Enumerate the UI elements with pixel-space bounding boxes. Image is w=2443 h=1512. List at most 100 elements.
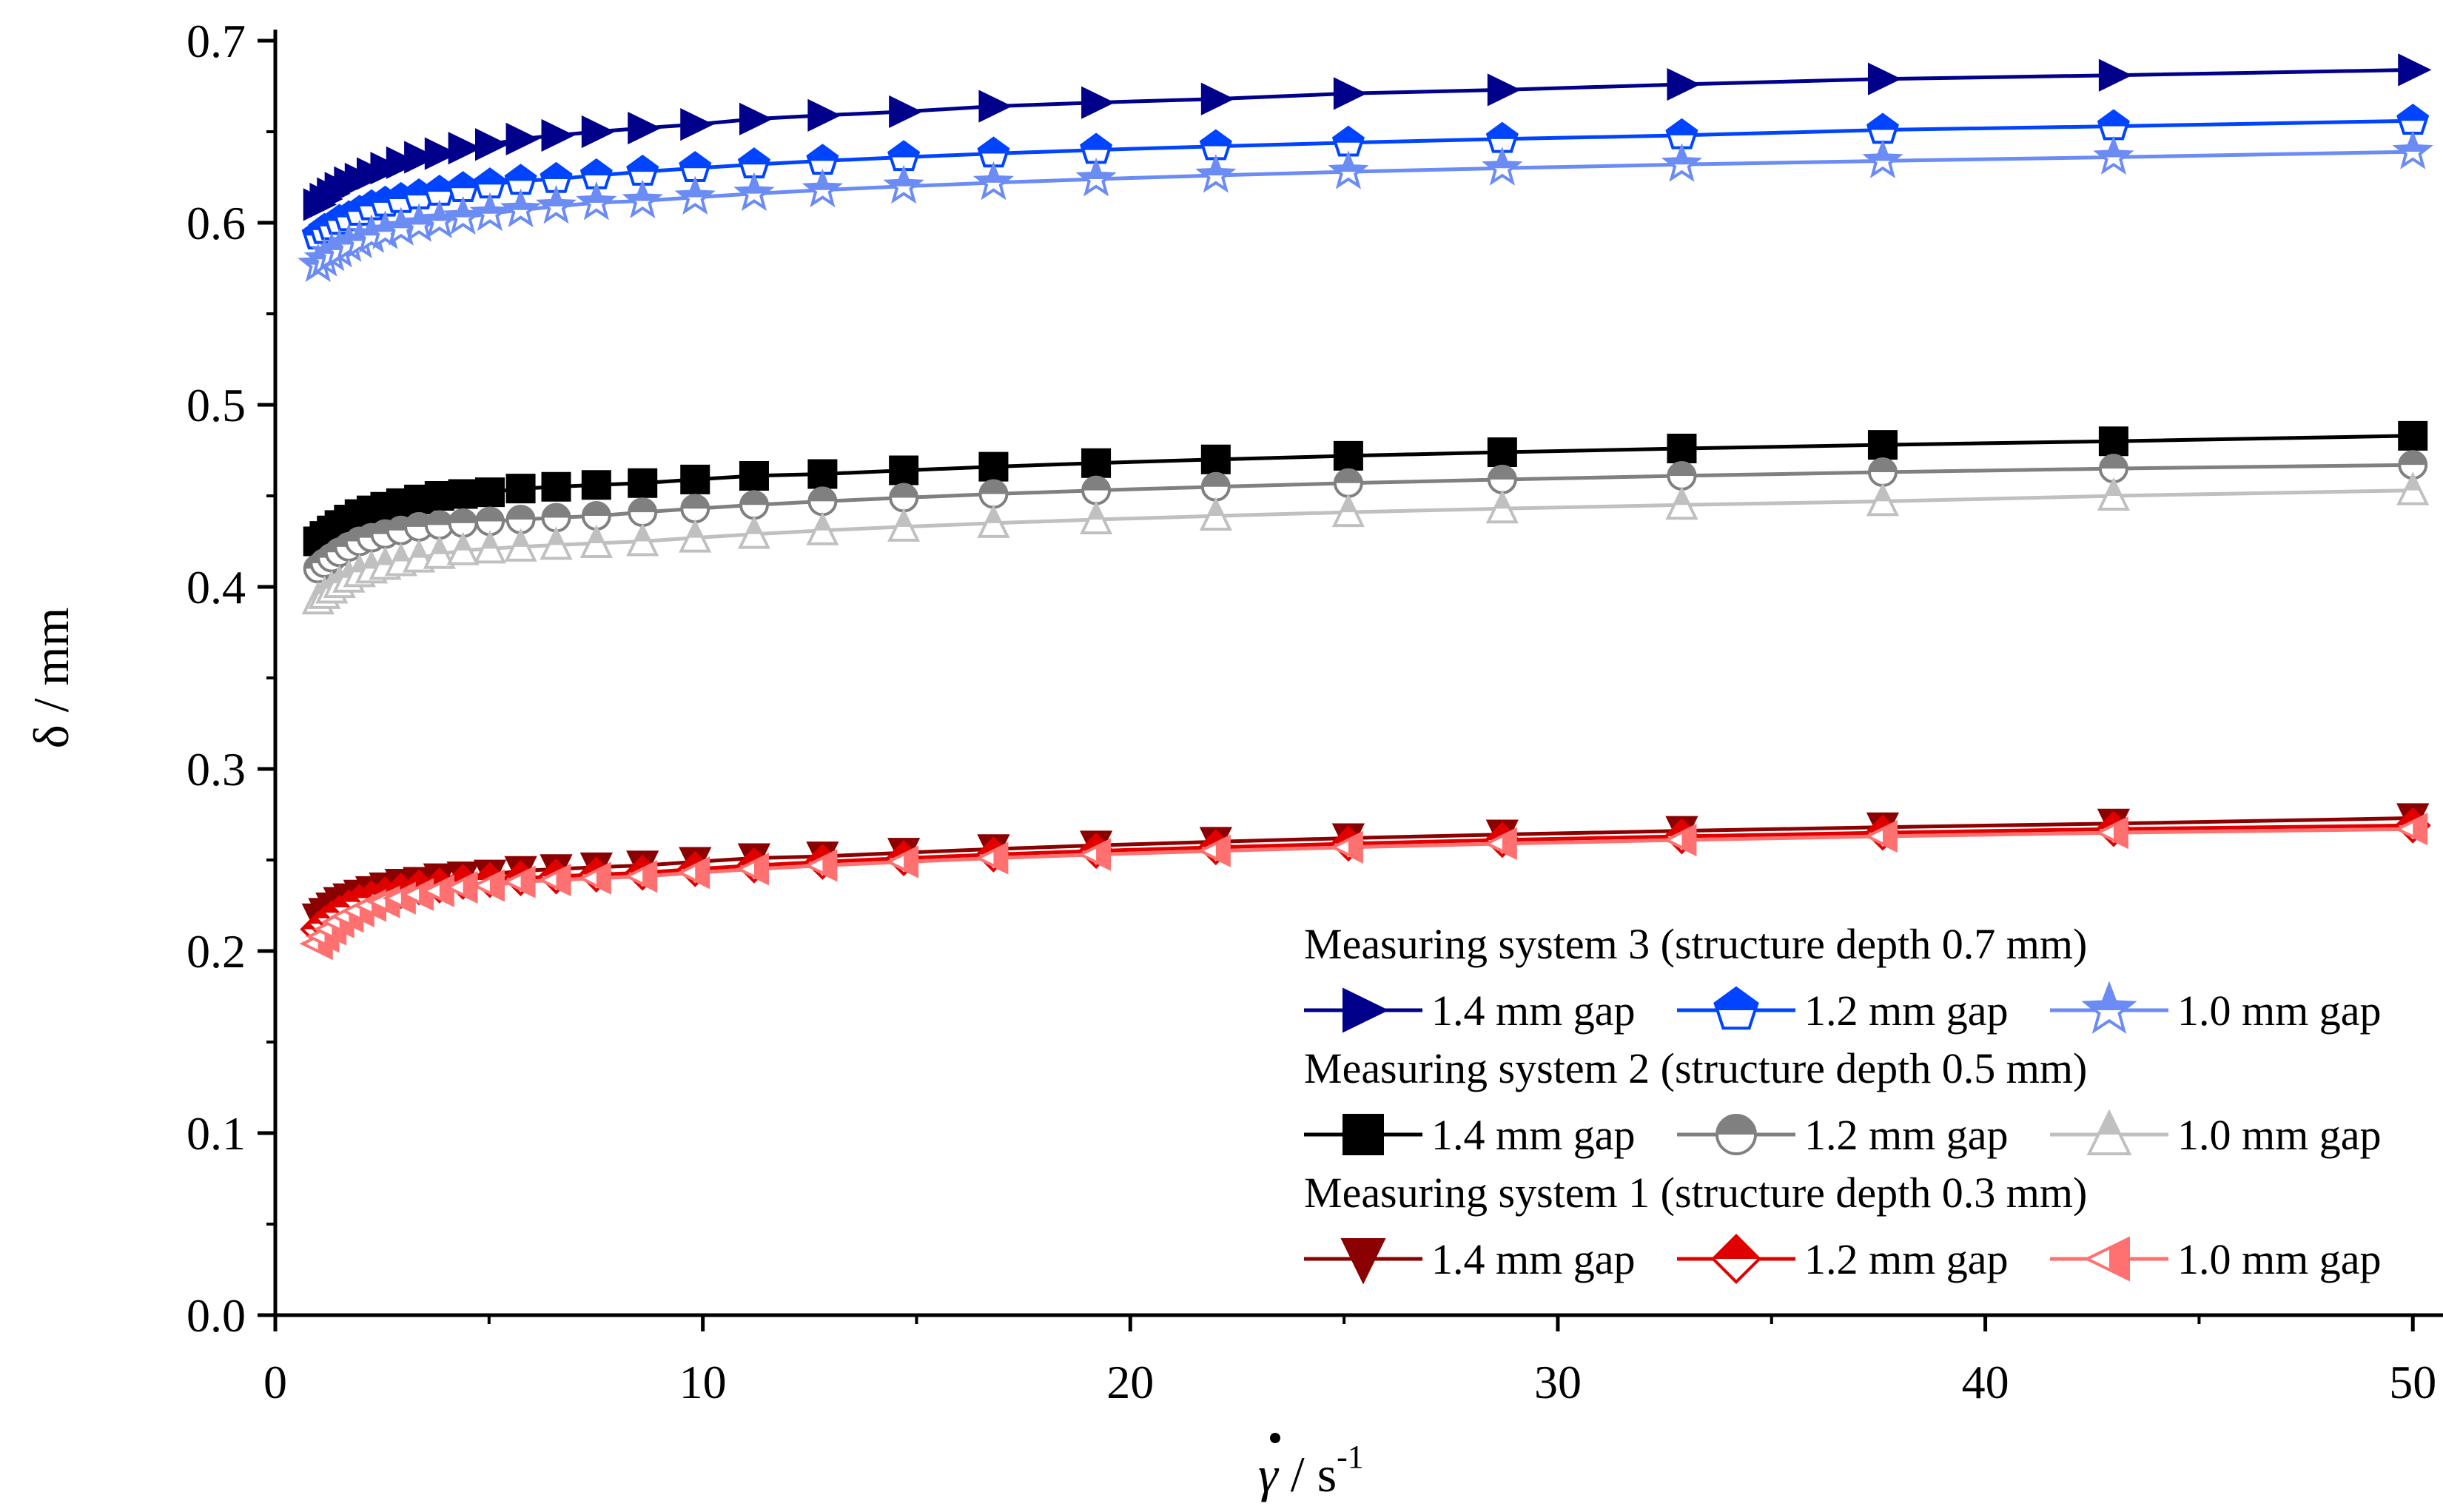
data-point — [2098, 426, 2128, 457]
data-point — [541, 471, 571, 502]
data-point — [679, 519, 712, 553]
data-point-fill — [1202, 473, 1229, 487]
data-point — [423, 535, 456, 569]
y-tick-label: 0.6 — [186, 197, 246, 249]
data-point-fill — [642, 862, 656, 891]
data-point — [1487, 464, 1517, 494]
data-point — [887, 140, 921, 172]
data-point-fill — [980, 480, 1007, 494]
data-point-fill — [1485, 150, 1519, 169]
data-point-shape — [739, 102, 773, 135]
data-point — [1077, 838, 1112, 871]
data-point-fill — [1665, 147, 1698, 165]
data-point — [1331, 493, 1365, 528]
data-point — [386, 146, 420, 179]
data-point — [505, 504, 536, 534]
data-point-fill — [473, 196, 507, 214]
data-point-fill — [1334, 469, 1362, 483]
data-point — [889, 95, 923, 129]
data-point — [2396, 104, 2430, 135]
data-point — [2392, 130, 2433, 169]
data-point — [978, 479, 1009, 509]
data-point-fill — [1866, 143, 1900, 161]
data-point — [1333, 440, 1363, 471]
data-point-fill — [737, 176, 771, 194]
data-point-shape — [1081, 86, 1115, 119]
legend-item: 1.2 mm gap — [1677, 1233, 2008, 1285]
data-point-fill — [695, 859, 709, 887]
data-point — [735, 853, 769, 886]
data-point-fill — [1340, 497, 1356, 513]
data-point-shape — [739, 460, 769, 491]
legend-item: 1.0 mm gap — [2050, 1109, 2381, 1159]
y-tick-label: 0.1 — [186, 1107, 246, 1160]
legend-label: 1.2 mm gap — [1804, 1111, 2008, 1159]
series-layer — [298, 53, 2433, 961]
data-point — [680, 464, 710, 494]
x-axis-label-symbol: γ — [1258, 1446, 1280, 1502]
data-point — [2398, 420, 2428, 451]
data-point — [448, 479, 478, 509]
data-point — [1866, 112, 1899, 144]
legend-swatch-marker — [2086, 1109, 2132, 1155]
data-point-fill — [431, 539, 447, 554]
data-point-fill — [1088, 504, 1104, 520]
data-point — [1200, 471, 1231, 502]
data-point-fill — [507, 505, 534, 520]
data-point-fill — [2398, 105, 2427, 121]
data-point-fill — [1674, 489, 1690, 505]
data-point — [680, 108, 714, 141]
data-point-fill — [2396, 134, 2430, 152]
legend-group-header: Measuring system 2 (structure depth 0.5 … — [1304, 1044, 2087, 1092]
data-point — [448, 132, 482, 165]
data-point-shape — [541, 471, 571, 502]
legend-label: 1.4 mm gap — [1431, 987, 1635, 1035]
legend: Measuring system 3 (structure depth 0.7 … — [1304, 920, 2381, 1285]
data-point-fill — [904, 847, 918, 876]
data-point-fill — [629, 499, 656, 513]
x-axis-label-dot — [1270, 1433, 1280, 1443]
data-point-shape — [2098, 58, 2133, 92]
data-point — [802, 168, 844, 208]
data-point-shape — [2398, 53, 2432, 87]
data-point-fill — [688, 522, 703, 538]
data-point — [807, 486, 838, 517]
data-point-shape — [1200, 82, 1235, 115]
legend-swatch-marker-fill — [2098, 1112, 2120, 1135]
y-axis-label: δ / mm — [23, 608, 79, 749]
legend-label: 1.2 mm gap — [1804, 1235, 2008, 1283]
legend-swatch-marker — [1713, 986, 1759, 1030]
legend-swatch-marker-shape — [1340, 1238, 1386, 1285]
y-tick-label: 0.2 — [186, 925, 246, 978]
legend-swatch-marker-fill — [2109, 1238, 2128, 1280]
data-point — [581, 115, 616, 149]
y-tick-label: 0.4 — [186, 561, 246, 614]
data-point-fill — [1083, 477, 1110, 491]
legend-label: 1.4 mm gap — [1431, 1235, 1635, 1283]
x-tick-label: 0 — [263, 1356, 287, 1408]
data-point — [446, 531, 480, 565]
data-point-fill — [1201, 130, 1231, 147]
series-ms3-1-4-mm-gap — [303, 53, 2432, 221]
data-point — [1665, 486, 1698, 520]
data-point — [474, 477, 505, 508]
data-point-fill — [1667, 120, 1697, 135]
data-point — [1487, 73, 1522, 107]
data-point-shape — [474, 477, 505, 508]
data-point — [370, 152, 404, 185]
data-point-fill — [1199, 158, 1233, 176]
series-ms3-1-0-mm-gap — [298, 130, 2433, 283]
data-point-shape — [807, 459, 838, 489]
legend-swatch-marker — [2081, 981, 2137, 1034]
data-point-fill — [363, 553, 380, 569]
legend-item: 1.0 mm gap — [2050, 981, 2381, 1035]
data-point-fill — [815, 515, 830, 531]
data-point — [806, 144, 839, 175]
data-point — [1200, 82, 1235, 115]
data-point-fill — [1502, 829, 1516, 858]
data-point — [2093, 135, 2134, 175]
series-ms2-1-2-mm-gap — [303, 450, 2428, 584]
data-point — [680, 494, 710, 524]
data-point-shape — [404, 141, 438, 174]
